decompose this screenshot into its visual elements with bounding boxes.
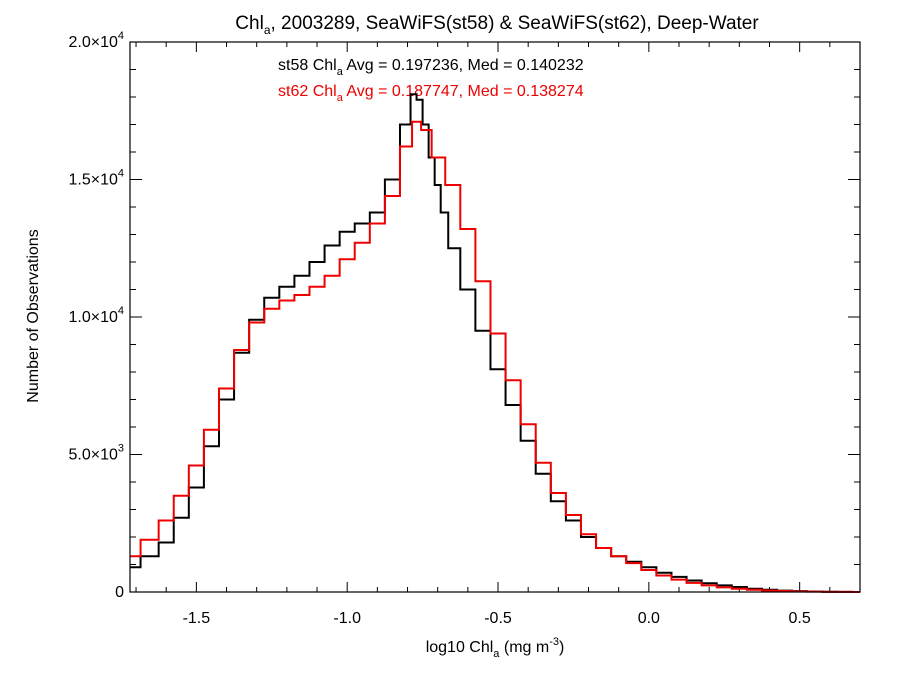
y-tick-label: 0	[115, 584, 124, 601]
series-label-st58: st58 Chla Avg = 0.197236, Med = 0.140232	[278, 57, 584, 78]
x-tick-label: 0.5	[789, 610, 811, 627]
series-line-st58	[130, 93, 860, 593]
series-line-st62	[130, 120, 860, 593]
series-lines	[130, 93, 860, 593]
y-axis-label: Number of Observations	[25, 229, 42, 402]
x-tick-label: 0.0	[638, 610, 660, 627]
plot-border	[129, 41, 861, 593]
y-tick-label: 1.5×104	[68, 168, 124, 189]
x-tick-label: -1.5	[183, 610, 211, 627]
y-tick-label: 5.0×103	[68, 443, 124, 464]
y-tick-label: 1.0×104	[68, 305, 124, 326]
series-label-st62: st62 Chla Avg = 0.187747, Med = 0.138274	[278, 83, 584, 104]
x-tick-label: -0.5	[484, 610, 512, 627]
plot-frame	[129, 41, 861, 593]
x-axis-label: log10 Chla (mg m-3)	[426, 636, 565, 660]
chart-title: Chla, 2003289, SeaWiFS(st58) & SeaWiFS(s…	[235, 13, 759, 37]
y-tick-label: 2.0×104	[68, 30, 124, 51]
axes: -1.5 -1.0 -0.5 0.0 0.5 0 5.0×103 1.0×104 1.5×104…	[68, 30, 861, 627]
x-tick-label: -1.0	[333, 610, 361, 627]
